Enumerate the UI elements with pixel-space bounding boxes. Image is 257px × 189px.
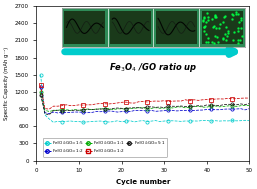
Text: Fe$_3$O$_4$ /GO ratio up: Fe$_3$O$_4$ /GO ratio up <box>109 61 198 74</box>
Y-axis label: Specific Capacity (mAh g⁻¹): Specific Capacity (mAh g⁻¹) <box>4 47 9 120</box>
X-axis label: Cycle number: Cycle number <box>116 179 170 185</box>
Legend: Fe$_3$O$_4$:GO=1:5, Fe$_3$O$_4$:GO=1:2, Fe$_3$O$_4$:GO=1:1, Fe$_3$O$_4$:GO=1:2, : Fe$_3$O$_4$:GO=1:5, Fe$_3$O$_4$:GO=1:2, … <box>43 138 167 157</box>
